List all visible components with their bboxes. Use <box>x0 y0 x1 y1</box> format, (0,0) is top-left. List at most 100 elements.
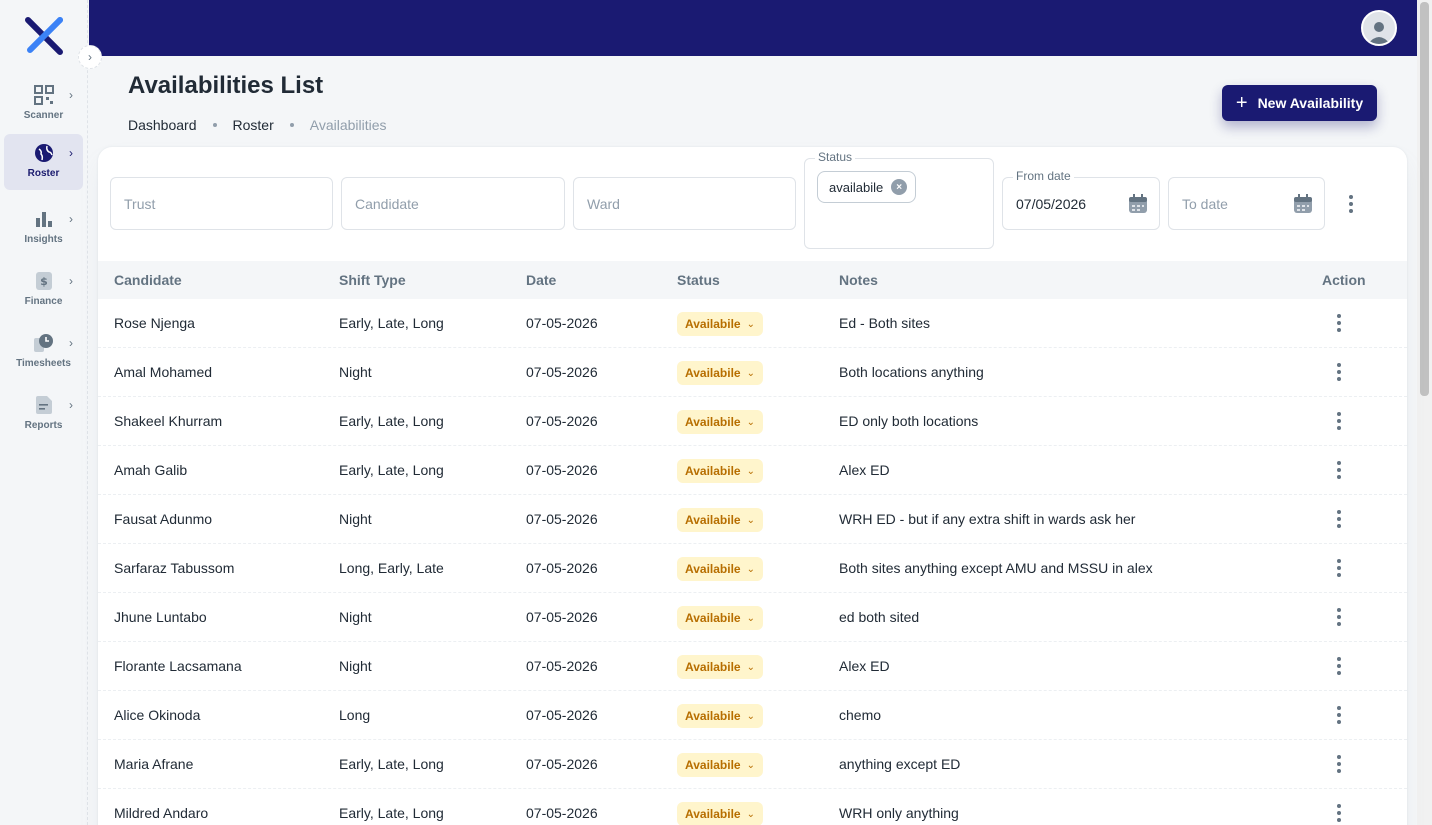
calendar-icon[interactable] <box>1292 193 1314 215</box>
chevron-right-icon: › <box>69 88 73 102</box>
ward-filter-input[interactable]: Ward <box>573 177 796 230</box>
breadcrumb-separator <box>212 123 217 127</box>
status-badge-label: Availabile <box>685 660 741 674</box>
status-badge-label: Availabile <box>685 415 741 429</box>
chevron-down-icon: ⌄ <box>746 416 755 428</box>
app-logo[interactable] <box>22 14 66 58</box>
trust-placeholder: Trust <box>124 195 156 212</box>
status-badge[interactable]: Availabile ⌄ <box>677 361 763 385</box>
status-badge-label: Availabile <box>685 317 741 331</box>
to-date-input[interactable]: To date <box>1168 177 1325 230</box>
new-availability-label: New Availability <box>1257 95 1364 111</box>
sidebar-item-label: Insights <box>24 234 63 245</box>
row-actions-menu-icon[interactable] <box>1327 801 1351 825</box>
sidebar-item-insights[interactable]: Insights › <box>4 200 83 256</box>
breadcrumb-roster[interactable]: Roster <box>232 117 274 133</box>
cell-date: 07-05-2026 <box>526 707 598 723</box>
cell-candidate: Amal Mohamed <box>114 364 213 380</box>
chevron-down-icon: ⌄ <box>746 465 755 477</box>
trust-filter-input[interactable]: Trust <box>110 177 333 230</box>
column-header-candidate[interactable]: Candidate <box>114 272 182 288</box>
status-badge-label: Availabile <box>685 709 741 723</box>
cell-shift-type: Night <box>339 364 372 380</box>
status-badge[interactable]: Availabile ⌄ <box>677 704 763 728</box>
row-actions-menu-icon[interactable] <box>1327 458 1351 482</box>
column-header-status[interactable]: Status <box>677 272 720 288</box>
table-row[interactable]: Amah Galib Early, Late, Long 07-05-2026 … <box>98 446 1407 495</box>
cell-notes: anything except ED <box>839 756 961 772</box>
globe-icon <box>33 142 55 164</box>
cell-notes: chemo <box>839 707 882 723</box>
cell-shift-type: Early, Late, Long <box>339 315 444 331</box>
scrollbar-thumb[interactable] <box>1420 2 1429 396</box>
from-date-value: 07/05/2026 <box>1016 195 1087 212</box>
top-bar <box>89 0 1417 56</box>
status-chip[interactable]: availabile × <box>817 171 917 203</box>
column-header-shift-type[interactable]: Shift Type <box>339 272 406 288</box>
row-actions-menu-icon[interactable] <box>1327 703 1351 727</box>
sidebar-item-finance[interactable]: $ Finance › <box>4 262 83 318</box>
cell-shift-type: Night <box>339 609 372 625</box>
cell-candidate: Fausat Adunmo <box>114 511 213 527</box>
column-header-date[interactable]: Date <box>526 272 557 288</box>
table-row[interactable]: Fausat Adunmo Night 07-05-2026 Availabil… <box>98 495 1407 544</box>
status-badge[interactable]: Availabile ⌄ <box>677 802 763 825</box>
cell-notes: Alex ED <box>839 462 890 478</box>
column-header-notes[interactable]: Notes <box>839 272 878 288</box>
row-actions-menu-icon[interactable] <box>1327 409 1351 433</box>
table-row[interactable]: Alice Okinoda Long 07-05-2026 Availabile… <box>98 691 1407 740</box>
calendar-icon[interactable] <box>1127 193 1149 215</box>
sidebar: › Scanner › Roster › Insights › $ Financ… <box>0 0 102 825</box>
status-badge[interactable]: Availabile ⌄ <box>677 410 763 434</box>
chevron-right-icon: › <box>69 398 73 412</box>
row-actions-menu-icon[interactable] <box>1327 752 1351 776</box>
filter-more-menu-icon[interactable] <box>1339 192 1363 216</box>
status-badge-label: Availabile <box>685 611 741 625</box>
row-actions-menu-icon[interactable] <box>1327 311 1351 335</box>
table-row[interactable]: Shakeel Khurram Early, Late, Long 07-05-… <box>98 397 1407 446</box>
page-scrollbar[interactable] <box>1417 0 1432 825</box>
sidebar-item-roster[interactable]: Roster › <box>4 134 83 190</box>
table-row[interactable]: Mildred Andaro Early, Late, Long 07-05-2… <box>98 789 1407 825</box>
cell-shift-type: Night <box>339 511 372 527</box>
sidebar-item-scanner[interactable]: Scanner › <box>4 76 83 132</box>
candidate-filter-input[interactable]: Candidate <box>341 177 565 230</box>
table-row[interactable]: Amal Mohamed Night 07-05-2026 Availabile… <box>98 348 1407 397</box>
cell-shift-type: Early, Late, Long <box>339 805 444 821</box>
status-badge[interactable]: Availabile ⌄ <box>677 508 763 532</box>
table-row[interactable]: Maria Afrane Early, Late, Long 07-05-202… <box>98 740 1407 789</box>
status-badge[interactable]: Availabile ⌄ <box>677 606 763 630</box>
table-row[interactable]: Jhune Luntabo Night 07-05-2026 Availabil… <box>98 593 1407 642</box>
status-badge[interactable]: Availabile ⌄ <box>677 655 763 679</box>
sidebar-item-reports[interactable]: Reports › <box>4 386 83 442</box>
row-actions-menu-icon[interactable] <box>1327 605 1351 629</box>
status-badge[interactable]: Availabile ⌄ <box>677 753 763 777</box>
from-date-input[interactable]: From date 07/05/2026 <box>1002 169 1160 230</box>
page-title: Availabilities List <box>128 72 324 99</box>
status-filter-select[interactable]: Status availabile × <box>804 150 994 249</box>
cell-date: 07-05-2026 <box>526 609 598 625</box>
status-badge-label: Availabile <box>685 366 741 380</box>
status-badge[interactable]: Availabile ⌄ <box>677 312 763 336</box>
cell-candidate: Alice Okinoda <box>114 707 201 723</box>
row-actions-menu-icon[interactable] <box>1327 654 1351 678</box>
sidebar-collapse-button[interactable]: › <box>78 45 102 69</box>
row-actions-menu-icon[interactable] <box>1327 556 1351 580</box>
user-avatar[interactable] <box>1361 10 1397 46</box>
table-row[interactable]: Rose Njenga Early, Late, Long 07-05-2026… <box>98 299 1407 348</box>
status-badge-label: Availabile <box>685 562 741 576</box>
new-availability-button[interactable]: + New Availability <box>1222 85 1377 121</box>
status-badge[interactable]: Availabile ⌄ <box>677 459 763 483</box>
breadcrumb-dashboard[interactable]: Dashboard <box>128 117 197 133</box>
row-actions-menu-icon[interactable] <box>1327 360 1351 384</box>
chip-remove-icon[interactable]: × <box>891 179 908 195</box>
cell-date: 07-05-2026 <box>526 413 598 429</box>
table-row[interactable]: Sarfaraz Tabussom Long, Early, Late 07-0… <box>98 544 1407 593</box>
table-row[interactable]: Florante Lacsamana Night 07-05-2026 Avai… <box>98 642 1407 691</box>
chevron-down-icon: ⌄ <box>746 808 755 820</box>
status-badge-label: Availabile <box>685 464 741 478</box>
sidebar-item-timesheets[interactable]: Timesheets › <box>4 324 83 380</box>
column-header-action: Action <box>1322 272 1366 288</box>
row-actions-menu-icon[interactable] <box>1327 507 1351 531</box>
status-badge[interactable]: Availabile ⌄ <box>677 557 763 581</box>
